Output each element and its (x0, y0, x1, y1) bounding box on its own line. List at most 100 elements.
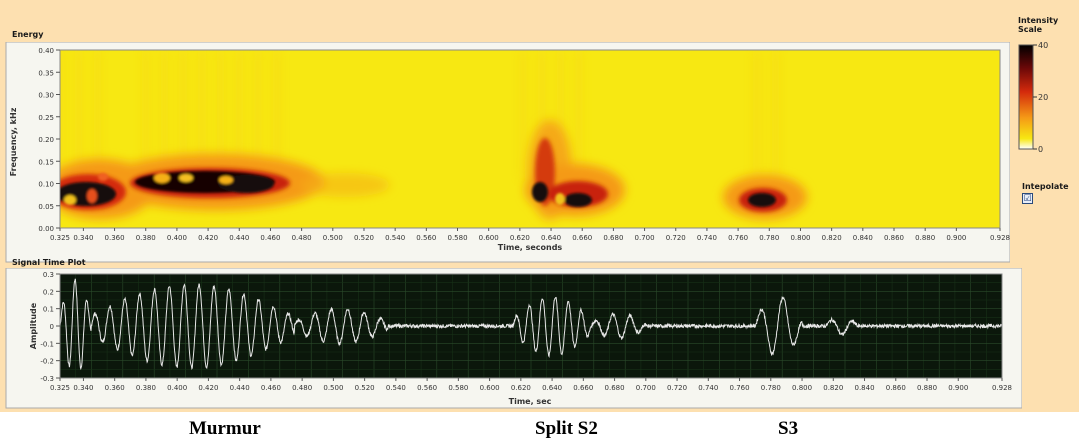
intensity-ticks: 40 20 0 (1033, 41, 1048, 154)
energy-x-ticks: 0.325 0.340 0.360 0.380 0.400 0.420 0.440 0.460… (50, 228, 1010, 242)
energy-x-tick-label: 0.840 (853, 234, 873, 242)
signal-x-tick-label: 0.360 (105, 384, 125, 392)
signal-x-tick-label: 0.420 (198, 384, 218, 392)
signal-x-tick-label: 0.928 (992, 384, 1012, 392)
signal-x-tick-label: 0.380 (136, 384, 156, 392)
signal-x-tick-label: 0.760 (730, 384, 750, 392)
energy-faint-stripe (520, 50, 525, 179)
energy-faint-stripe (95, 50, 100, 179)
energy-ylabel: Frequency, kHz (9, 107, 18, 176)
signal-x-tick-label: 0.460 (261, 384, 281, 392)
signal-x-tick-label: 0.720 (667, 384, 687, 392)
signal-x-tick-label: 0.580 (448, 384, 468, 392)
energy-x-tick-label: 0.660 (572, 234, 592, 242)
energy-x-tick-label: 0.325 (50, 234, 70, 242)
energy-x-tick-label: 0.680 (603, 234, 623, 242)
energy-x-tick-label: 0.860 (884, 234, 904, 242)
label-split-s2: Split S2 (535, 418, 598, 439)
energy-x-tick-label: 0.360 (105, 234, 125, 242)
energy-x-tick-label: 0.580 (447, 234, 467, 242)
signal-x-tick-label: 0.780 (761, 384, 781, 392)
energy-heatmap: 0.40 0.35 0.30 0.25 0.20 0.15 0.10 0.05 0.00 0.3… (5, 42, 1010, 263)
energy-x-tick-label: 0.440 (229, 234, 249, 242)
signal-x-tick-label: 0.820 (823, 384, 843, 392)
energy-x-tick-label: 0.420 (198, 234, 218, 242)
signal-x-tick-label: 0.400 (167, 384, 187, 392)
energy-x-tick-label: 0.780 (759, 234, 779, 242)
energy-x-tick-label: 0.620 (510, 234, 530, 242)
energy-faint-stripe (539, 50, 544, 179)
energy-y-tick-label: 0.35 (38, 69, 54, 77)
energy-x-tick-label: 0.880 (915, 234, 935, 242)
signal-x-tick-label: 0.660 (573, 384, 593, 392)
energy-faint-stripe (255, 50, 260, 179)
energy-x-tick-label: 0.928 (990, 234, 1010, 242)
energy-x-tick-label: 0.500 (323, 234, 343, 242)
signal-x-tick-label: 0.480 (292, 384, 312, 392)
energy-faint-stripe (558, 50, 563, 179)
energy-x-tick-label: 0.380 (136, 234, 156, 242)
signal-y-ticks: 0.3 0.2 0.1 0 -0.1 -0.2 -0.3 (40, 271, 60, 383)
energy-x-tick-label: 0.600 (479, 234, 499, 242)
intensity-tick-label: 20 (1038, 93, 1048, 102)
signal-y-tick-label: -0.3 (40, 375, 54, 383)
signal-y-tick-label: 0 (50, 323, 54, 331)
energy-faint-stripe (76, 50, 81, 179)
energy-y-tick-label: 0.15 (38, 158, 54, 166)
energy-xlabel: Time, seconds (498, 243, 563, 252)
intensity-tick-label: 40 (1038, 41, 1048, 50)
energy-x-tick-label: 0.540 (385, 234, 405, 242)
energy-x-tick-label: 0.400 (167, 234, 187, 242)
energy-heat-blobs (60, 50, 807, 220)
signal-x-tick-label: 0.540 (386, 384, 406, 392)
energy-faint-stripe (274, 50, 279, 179)
signal-x-tick-label: 0.600 (480, 384, 500, 392)
energy-faint-stripe (162, 50, 167, 179)
energy-faint-stripe (773, 50, 778, 179)
intensity-title-line2: Scale (1018, 25, 1043, 34)
signal-x-tick-label: 0.620 (511, 384, 531, 392)
signal-x-tick-label: 0.860 (886, 384, 906, 392)
energy-x-tick-label: 0.720 (666, 234, 686, 242)
energy-y-ticks: 0.40 0.35 0.30 0.25 0.20 0.15 0.10 0.05 0.00 (38, 47, 60, 233)
intensity-title-line1: Intensity (1018, 16, 1059, 25)
energy-x-tick-label: 0.340 (73, 234, 93, 242)
signal-x-tick-label: 0.680 (605, 384, 625, 392)
energy-faint-stripe (237, 50, 242, 179)
signal-y-tick-label: 0.3 (43, 271, 54, 279)
energy-x-tick-label: 0.460 (260, 234, 280, 242)
signal-x-ticks: 0.325 0.340 0.360 0.380 0.400 0.420 0.440 0.460… (50, 378, 1012, 392)
intensity-title: Intensity Scale (1018, 16, 1058, 34)
energy-faint-stripe (60, 50, 62, 179)
label-murmur: Murmur (189, 418, 261, 439)
energy-faint-stripe (181, 50, 186, 179)
energy-y-tick-label: 0.10 (38, 181, 54, 189)
energy-x-tick-label: 0.640 (541, 234, 561, 242)
energy-x-tick-label: 0.560 (416, 234, 436, 242)
signal-waveform (59, 278, 1003, 371)
signal-x-tick-label: 0.440 (230, 384, 250, 392)
interpolate-checkbox[interactable]: ☑ (1022, 193, 1033, 204)
signal-y-tick-label: -0.2 (40, 358, 54, 366)
energy-faint-stripe (199, 50, 204, 179)
signal-x-tick-label: 0.520 (355, 384, 375, 392)
energy-x-tick-label: 0.820 (822, 234, 842, 242)
signal-x-tick-label: 0.840 (855, 384, 875, 392)
signal-ylabel: Amplitude (29, 302, 38, 349)
signal-x-tick-label: 0.560 (417, 384, 437, 392)
interpolate-label: Intepolate (1022, 182, 1069, 191)
energy-faint-stripe (754, 50, 759, 179)
energy-faint-stripe (577, 50, 582, 179)
signal-x-tick-label: 0.900 (948, 384, 968, 392)
energy-title: Energy (12, 30, 44, 39)
signal-x-tick-label: 0.880 (917, 384, 937, 392)
energy-y-tick-label: 0.00 (38, 225, 54, 233)
energy-x-tick-label: 0.740 (697, 234, 717, 242)
signal-y-tick-label: -0.1 (40, 340, 54, 348)
intensity-scale: 40 20 0 (1018, 41, 1048, 154)
energy-y-tick-label: 0.30 (38, 92, 54, 100)
energy-faint-stripe (143, 50, 148, 179)
energy-x-tick-label: 0.900 (946, 234, 966, 242)
signal-x-tick-label: 0.800 (792, 384, 812, 392)
signal-x-tick-label: 0.700 (636, 384, 656, 392)
